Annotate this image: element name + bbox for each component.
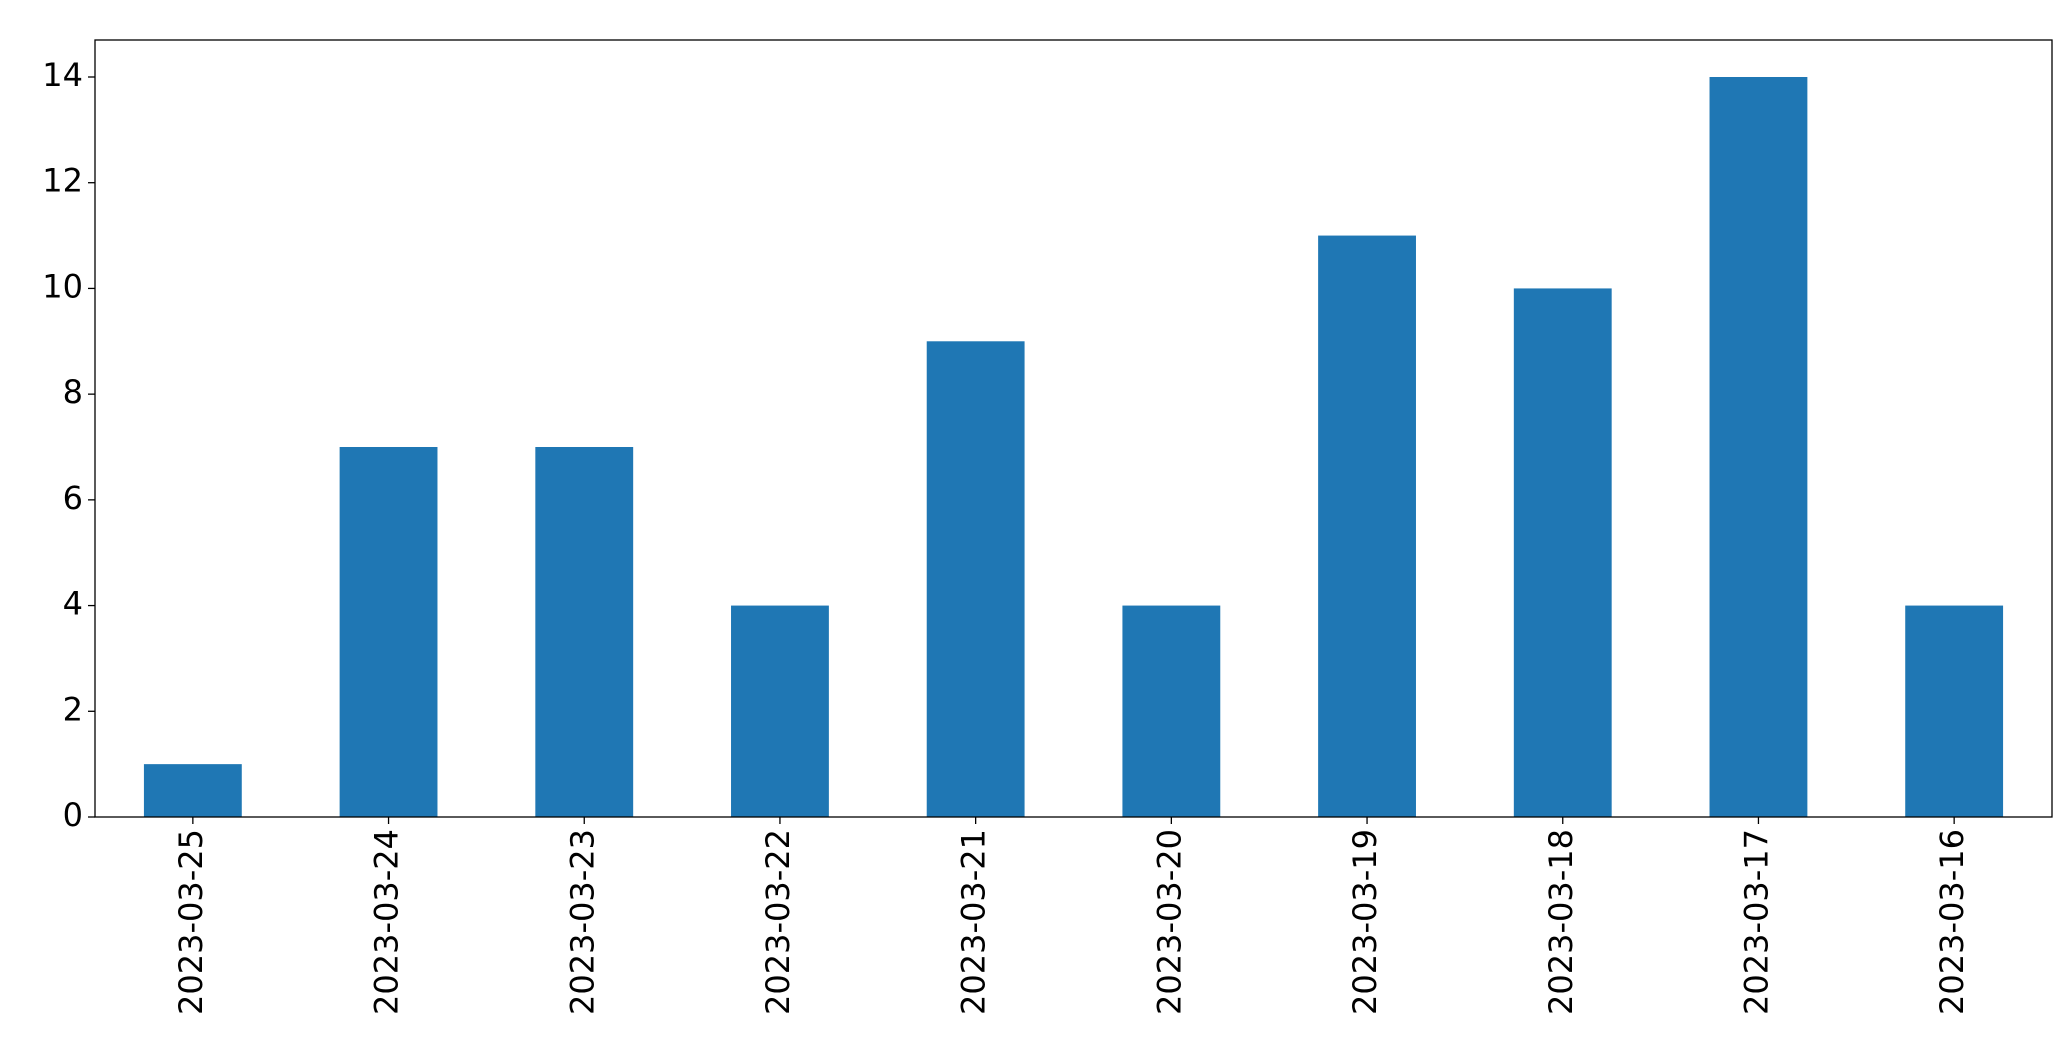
bar xyxy=(1318,235,1416,818)
y-tick-label: 4 xyxy=(63,585,83,623)
bar xyxy=(535,447,634,817)
x-tick-label: 2023-03-17 xyxy=(1737,829,1775,1015)
bar xyxy=(1122,605,1221,817)
x-tick-label: 2023-03-22 xyxy=(759,829,797,1015)
y-tick-label: 14 xyxy=(42,56,83,94)
y-tick-label: 2 xyxy=(63,690,83,728)
bar xyxy=(143,764,242,817)
y-tick-label: 10 xyxy=(42,267,83,305)
y-tick-label: 8 xyxy=(63,373,83,411)
bar xyxy=(731,605,829,817)
x-tick-label: 2023-03-25 xyxy=(172,829,210,1015)
bar xyxy=(926,341,1025,817)
x-tick-label: 2023-03-21 xyxy=(955,829,993,1015)
x-tick-label: 2023-03-23 xyxy=(563,829,601,1015)
bar xyxy=(1905,605,2004,817)
bar xyxy=(1709,77,1808,817)
bar xyxy=(1513,288,1612,817)
bar xyxy=(339,447,438,817)
x-tick-label: 2023-03-18 xyxy=(1542,829,1580,1015)
x-tick-label: 2023-03-19 xyxy=(1346,829,1384,1015)
x-tick-label: 2023-03-16 xyxy=(1933,829,1971,1015)
x-tick-label: 2023-03-20 xyxy=(1150,829,1188,1015)
x-tick-label: 2023-03-24 xyxy=(368,829,406,1015)
plot-frame xyxy=(94,39,2053,818)
y-tick-label: 6 xyxy=(63,479,83,517)
y-tick-label: 0 xyxy=(63,796,83,834)
y-tick-label: 12 xyxy=(42,162,83,200)
